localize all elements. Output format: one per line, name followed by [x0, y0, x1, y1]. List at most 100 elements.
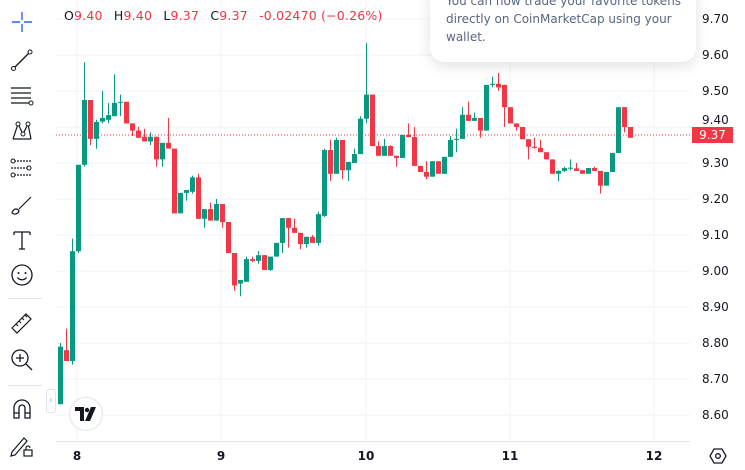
candle [532, 137, 537, 149]
candle-body [616, 107, 621, 153]
lock-drawings-tool[interactable] [8, 432, 36, 460]
candle-body [550, 159, 555, 174]
info-popup: You can now trade your favorite tokens d… [430, 0, 696, 62]
candle-body [142, 136, 147, 142]
candle [592, 166, 597, 171]
candle [508, 107, 513, 124]
candle-body [478, 118, 483, 131]
candle-body [598, 170, 603, 186]
price-tick-label: 9.50 [702, 84, 729, 98]
ruler-tool[interactable] [8, 309, 36, 337]
candle-body [274, 242, 279, 257]
low-label: L [163, 8, 171, 23]
emoji-tool[interactable] [8, 261, 36, 289]
price-tick-label: 9.60 [702, 48, 729, 62]
candle [418, 165, 423, 172]
candle [310, 235, 315, 243]
candle [382, 138, 387, 156]
zoom-tool[interactable] [8, 346, 36, 374]
candle [550, 159, 555, 174]
candle [358, 116, 363, 154]
candle-body [64, 350, 69, 361]
candle-body [82, 100, 87, 165]
fib-tool[interactable] [8, 82, 36, 110]
candle-body [202, 209, 207, 219]
candle-body [628, 127, 633, 138]
crosshair-tool[interactable] [8, 8, 36, 36]
candle-body [112, 102, 117, 117]
candle [538, 139, 543, 153]
candle [160, 142, 165, 167]
candle-body [328, 150, 333, 174]
price-axis[interactable]: 9.70 9.60 9.50 9.40 9.30 9.20 9.10 9.00 8.90 8.80… [702, 12, 729, 422]
candle [478, 118, 483, 138]
candle-body [610, 152, 615, 172]
candle [352, 148, 357, 163]
candle [286, 218, 291, 248]
chart-settings-button[interactable] [708, 446, 728, 466]
time-axis[interactable]: 8 9 10 11 12 [73, 449, 663, 463]
collapse-toolbar-button[interactable]: ‹ [46, 389, 56, 413]
candle [376, 141, 381, 156]
candle [94, 119, 99, 149]
candle-body [466, 114, 471, 121]
fib-retracement-icon [11, 87, 34, 106]
candle [544, 152, 549, 160]
candle-body [256, 255, 261, 261]
candle [262, 255, 267, 270]
candle-body [268, 256, 273, 270]
candle-body [316, 214, 321, 243]
candle-body [502, 84, 507, 108]
pattern-tool[interactable] [8, 117, 36, 145]
price-tick-label: 9.40 [702, 113, 729, 127]
candle [250, 256, 255, 262]
low-value: 9.37 [170, 8, 200, 23]
text-tool[interactable] [8, 226, 36, 254]
candle [484, 84, 489, 131]
candle-body [412, 137, 417, 166]
candle-body [232, 253, 237, 286]
projection-tool[interactable] [8, 154, 36, 182]
tradingview-logo[interactable] [69, 397, 103, 431]
candle [364, 43, 369, 124]
candle [346, 161, 351, 181]
brush-tool[interactable] [8, 191, 36, 219]
candle-body [208, 209, 213, 221]
pattern-icon [12, 121, 32, 140]
price-tick-label: 8.60 [702, 408, 729, 422]
ruler-icon [11, 313, 32, 334]
magnet-tool[interactable] [8, 395, 36, 423]
candle-body [400, 134, 405, 158]
candle-body [154, 136, 159, 160]
candle-body [172, 148, 177, 214]
candle [598, 170, 603, 194]
candle-body [622, 107, 627, 127]
date-tick-label: 12 [646, 449, 663, 463]
candle-body [130, 123, 135, 131]
candle [316, 211, 321, 246]
candle-body [292, 227, 297, 233]
candle [208, 202, 213, 221]
date-tick-label: 9 [217, 449, 225, 463]
candle-body [178, 192, 183, 214]
trend-line-tool[interactable] [8, 46, 36, 74]
candle [406, 123, 411, 138]
candle-body [472, 118, 477, 121]
candle-body [352, 154, 357, 163]
candle-body [496, 83, 501, 88]
candle-body [280, 218, 285, 243]
candle [166, 118, 171, 149]
date-tick-label: 8 [73, 449, 81, 463]
candle-body [244, 259, 249, 282]
candle-body [286, 218, 291, 228]
candle-body [388, 146, 393, 156]
candle [574, 163, 579, 171]
chart-grid [56, 0, 690, 441]
candle [226, 222, 231, 253]
candle [520, 127, 525, 140]
candle [184, 190, 189, 201]
trend-line-icon [11, 49, 33, 71]
candle [622, 107, 627, 133]
candle-body [184, 190, 189, 193]
